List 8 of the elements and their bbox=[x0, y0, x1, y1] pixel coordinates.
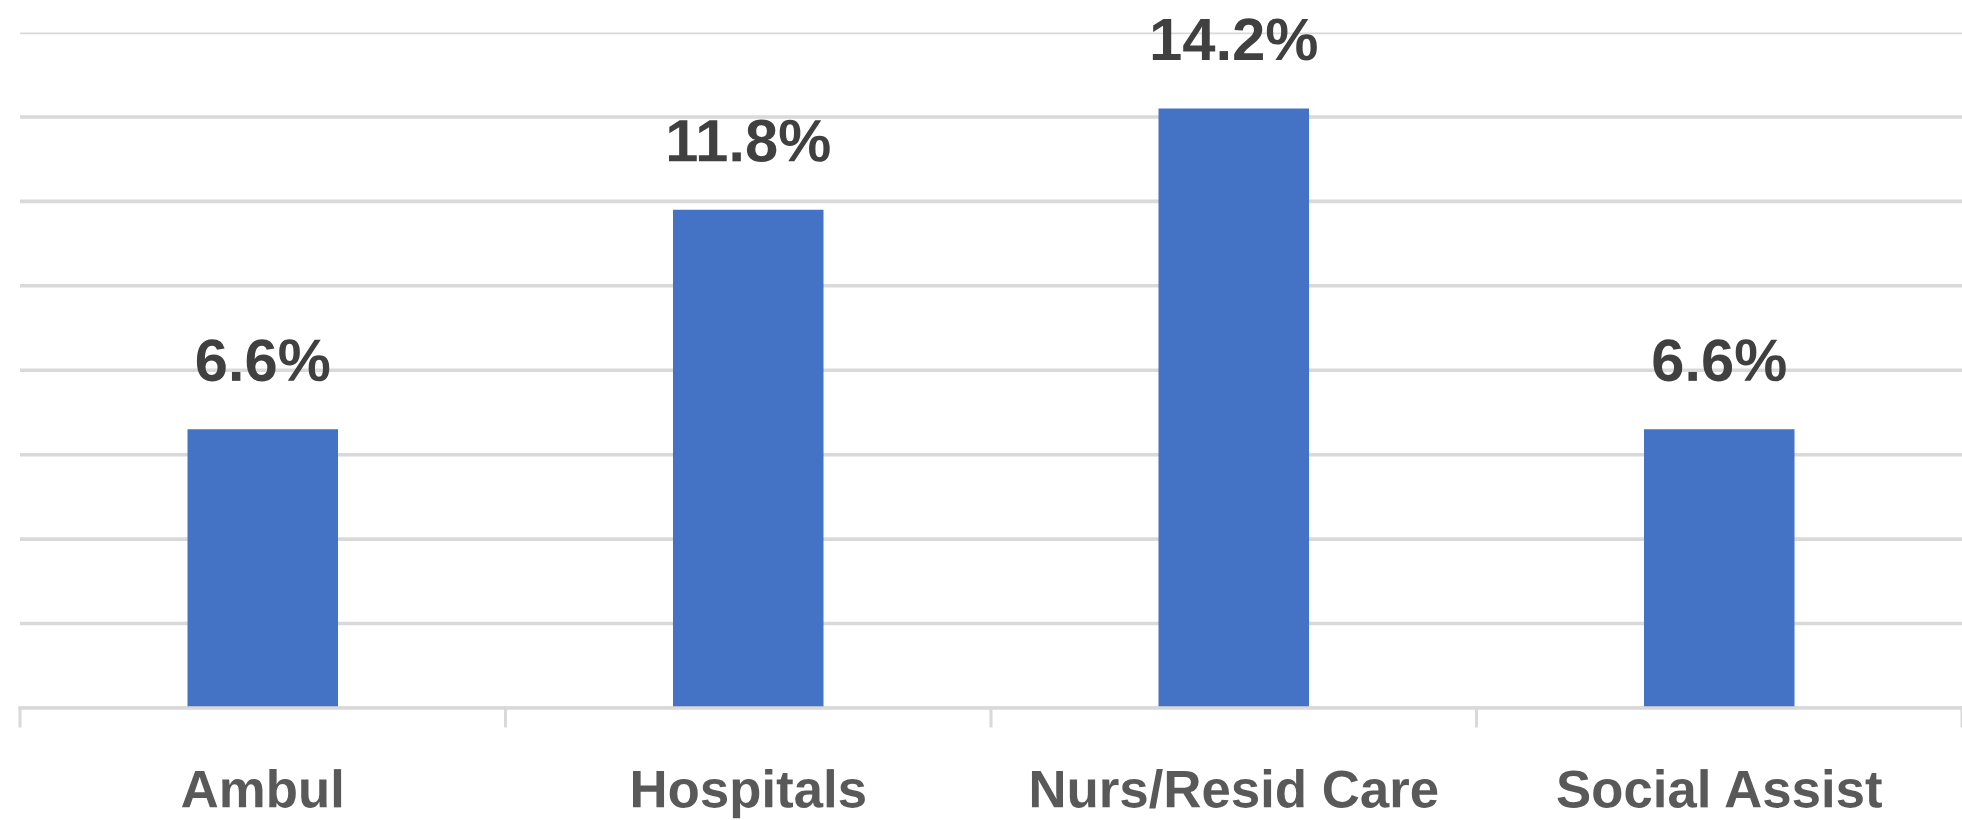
data-label: 14.2% bbox=[1152, 18, 1317, 61]
x-tick-label: Ambul bbox=[181, 769, 342, 808]
data-label: 6.6% bbox=[196, 339, 330, 382]
x-tick-label: Hospitals bbox=[633, 769, 865, 819]
data-label: 11.8% bbox=[668, 119, 830, 162]
data-label: 6.6% bbox=[1653, 339, 1786, 382]
x-tick-label: Nurs/Resid Care bbox=[1031, 769, 1438, 809]
x-tick-label: Social Assist bbox=[1557, 769, 1882, 808]
